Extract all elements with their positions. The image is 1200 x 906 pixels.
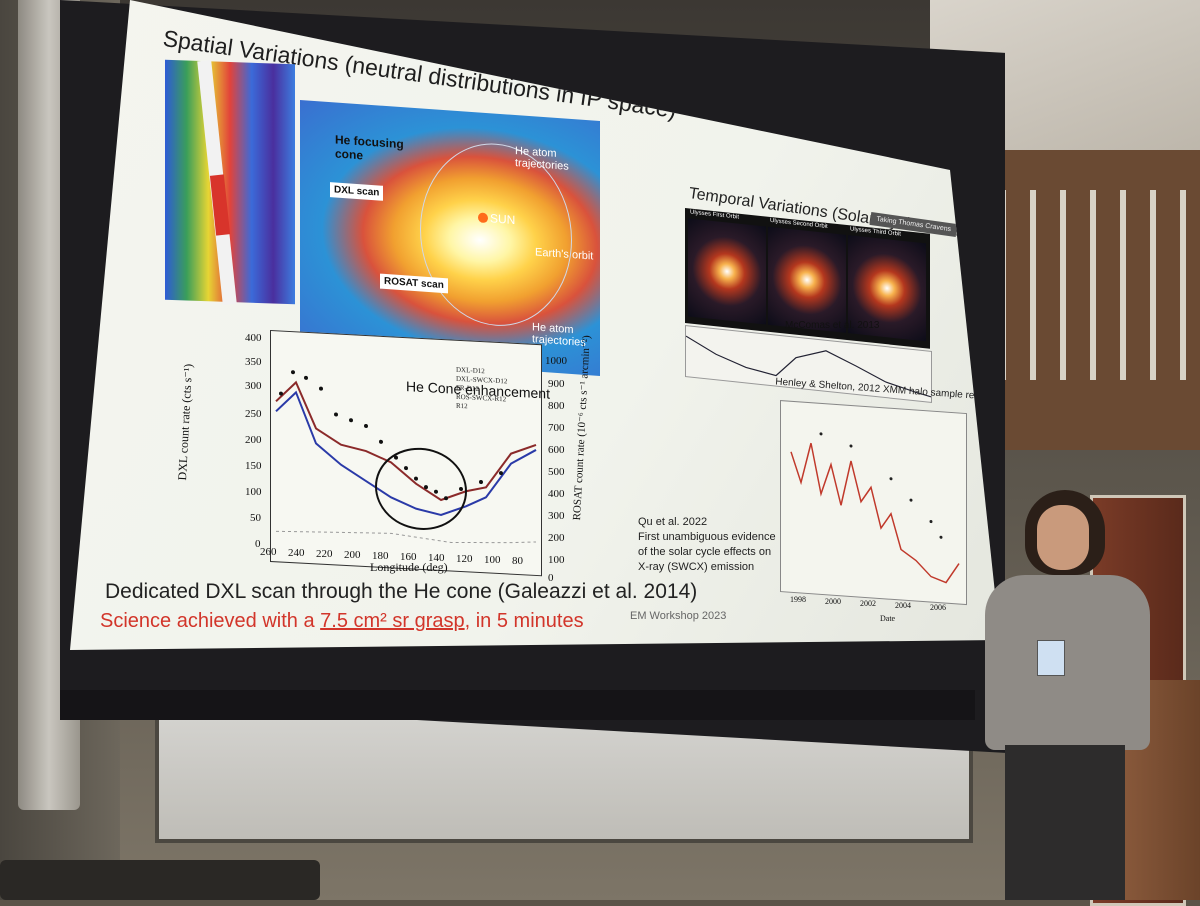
x-tick: 120 <box>456 553 473 565</box>
y-tick: 400 <box>245 332 262 344</box>
qu-et-al-note: Qu et al. 2022 First unambiguous evidenc… <box>638 515 776 575</box>
y-tick: 350 <box>245 356 262 368</box>
speaker-person <box>985 490 1155 900</box>
x-tick: 200 <box>344 549 361 561</box>
name-badge <box>1037 640 1065 676</box>
x-tick: 220 <box>316 548 333 560</box>
y-tick-right: 800 <box>548 400 565 412</box>
y-tick: 300 <box>245 380 262 392</box>
left-axis-label: DXL count rate (cts s⁻¹) <box>175 363 196 481</box>
x-tick: 260 <box>260 546 277 558</box>
henley-curve <box>790 432 960 584</box>
henley-x-label: Date <box>880 614 896 623</box>
henley-x-tick: 1998 <box>790 595 806 604</box>
footer-line-1: Dedicated DXL scan through the He cone (… <box>105 580 698 603</box>
balcony-rail <box>1120 190 1126 380</box>
qu-note-line: X-ray (SWCX) emission <box>638 561 755 573</box>
y-tick-right: 1000 <box>545 355 567 367</box>
footer-grasp: 7.5 cm² sr grasp <box>320 610 465 632</box>
workshop-label: EM Workshop 2023 <box>630 610 727 622</box>
henley-x-tick: 2002 <box>860 599 876 608</box>
qu-note-line: Qu et al. 2022 <box>638 516 708 528</box>
ulysses-panel <box>688 218 766 325</box>
x-tick: 80 <box>512 555 523 567</box>
dxl-scan-label: DXL scan <box>330 182 384 201</box>
x-tick: 140 <box>428 552 445 564</box>
qu-note-line: of the solar cycle effects on <box>638 546 772 558</box>
speaker-face <box>1037 505 1089 570</box>
y-tick-right: 600 <box>548 444 565 456</box>
balcony <box>980 150 1200 450</box>
y-tick-right: 200 <box>548 532 565 544</box>
legend-item: DXL-D12 <box>456 365 485 376</box>
footer-line-2: Science achieved with a 7.5 cm² sr grasp… <box>100 610 584 633</box>
x-tick: 180 <box>372 550 389 562</box>
legend-item: FR-D12 <box>456 383 479 393</box>
footer-suffix: , in 5 minutes <box>464 610 584 632</box>
balcony-rail <box>1060 190 1066 380</box>
plot-curves <box>275 370 537 544</box>
henley-x-tick: 2000 <box>825 597 841 606</box>
baseline-curve <box>275 530 537 544</box>
y-tick-right: 300 <box>548 510 565 522</box>
mccomas-citation: McComas et al. 2013 <box>785 320 880 331</box>
speaker-pants <box>1005 745 1125 900</box>
data-points <box>279 370 503 501</box>
ulysses-panel <box>768 226 846 333</box>
y-tick-right: 500 <box>548 466 565 478</box>
blue-curve <box>275 390 537 517</box>
sun-icon <box>478 212 488 224</box>
balcony-rail <box>1090 190 1096 380</box>
dxl-count-rate-plot: He Cone enhancement DXL-D12 DXL-SWCX-D12… <box>270 330 550 577</box>
henley-x-tick: 2006 <box>930 603 946 612</box>
balcony-rail <box>1150 190 1156 380</box>
qu-note-line: First unambiguous evidence <box>638 531 776 543</box>
y-tick: 250 <box>245 408 262 420</box>
speaker-sweater <box>985 575 1150 750</box>
y-tick-right: 700 <box>548 422 565 434</box>
he-focusing-cone-label: He focusing cone <box>335 132 404 163</box>
x-tick: 160 <box>400 551 417 563</box>
y-tick-right: 100 <box>548 554 565 566</box>
he-trajectories-top-label: He atom trajectories <box>515 145 569 173</box>
y-tick-right: 0 <box>548 572 554 584</box>
sunspot-plot <box>685 325 932 403</box>
y-tick: 200 <box>245 434 262 446</box>
y-tick: 50 <box>250 512 261 524</box>
x-tick: 100 <box>484 554 501 566</box>
sunspot-curve <box>685 335 932 398</box>
y-tick: 0 <box>255 538 261 550</box>
y-tick: 150 <box>245 460 262 472</box>
balcony-rail <box>1180 190 1186 380</box>
y-tick-right: 400 <box>548 488 565 500</box>
balcony-rail <box>1030 190 1036 380</box>
x-axis-label: Longitude (deg) <box>370 560 448 574</box>
screen-bottom-bar <box>60 690 975 720</box>
he-cone-circle <box>375 447 467 530</box>
y-tick: 100 <box>245 486 262 498</box>
red-curve <box>275 380 537 502</box>
legend-item: R12 <box>456 401 468 411</box>
x-tick: 240 <box>288 547 305 559</box>
y-tick-right: 900 <box>548 378 565 390</box>
henley-plot <box>780 400 967 606</box>
footer-prefix: Science achieved with a <box>100 610 321 632</box>
foreground-object <box>0 860 320 900</box>
henley-x-tick: 2004 <box>895 601 911 610</box>
sun-label: SUN <box>490 211 516 228</box>
